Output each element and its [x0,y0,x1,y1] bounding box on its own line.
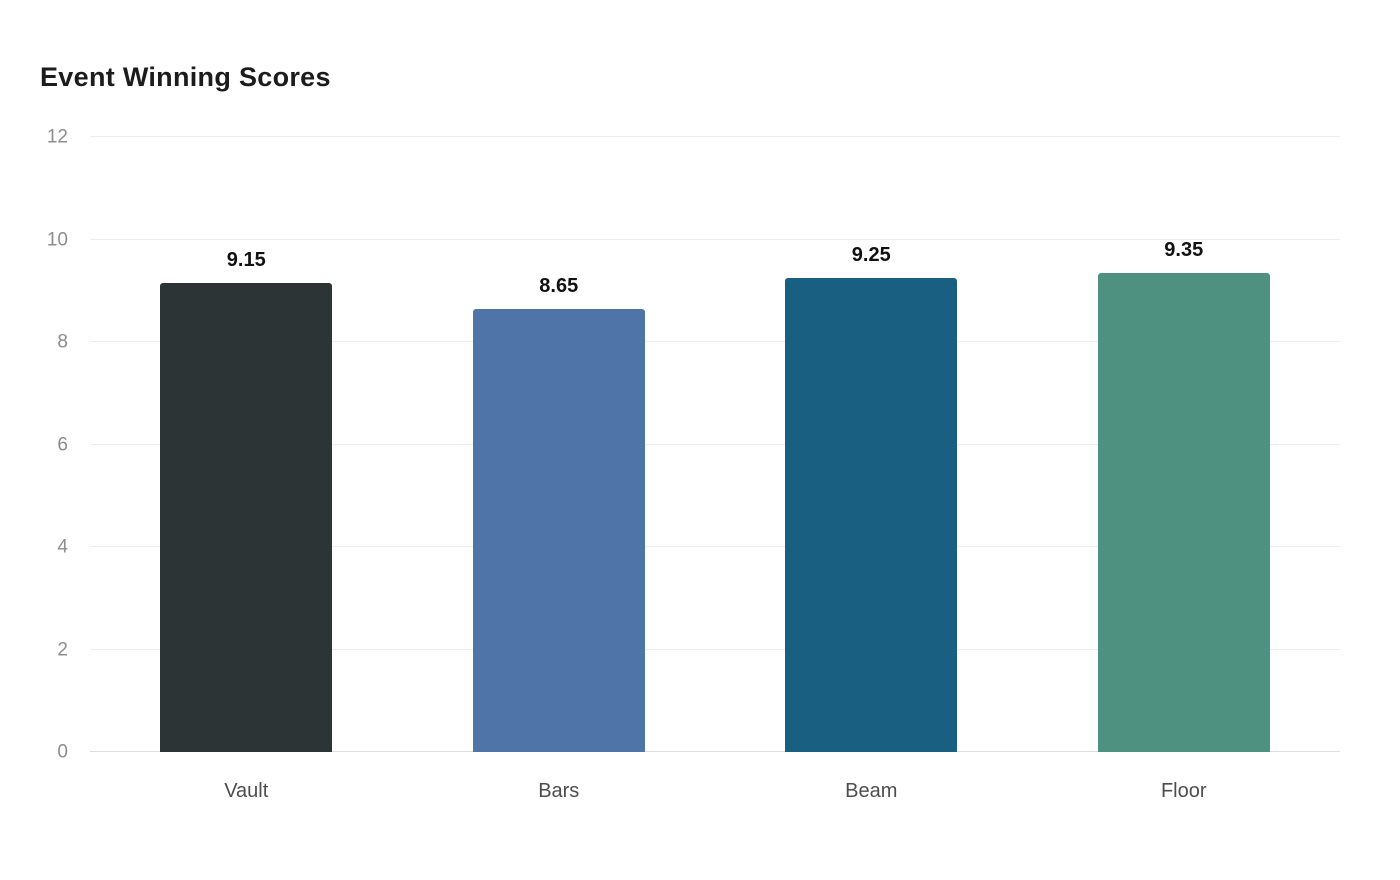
gridline-y-2 [90,648,1340,650]
y-tick-label-6: 6 [57,434,68,455]
bar-value-label-floor: 9.35 [1164,238,1204,261]
bar-value-label-bars: 8.65 [539,274,579,297]
y-tick-label-0: 0 [57,741,68,763]
y-axis: 0 2 4 6 8 10 12 [0,128,80,762]
y-tick-label-2: 2 [57,639,68,660]
gridline-y-4 [90,546,1340,547]
bar-slot-beam: 9.25 [715,137,1028,752]
gridline-y-8 [90,341,1340,342]
gridline-y-0 [90,751,1340,752]
y-tick-label-12: 12 [46,126,68,148]
bar-floor: 9.35 [1097,239,1270,752]
y-tick-label-4: 4 [57,536,68,558]
bar-bars: 8.65 [472,275,645,752]
x-category-label-beam: Beam [845,780,898,802]
bars-row: 9.15 8.65 9.25 9.35 [90,137,1340,752]
x-category-label-vault: Vault [224,780,269,802]
chart-title: Event Winning Scores [40,62,331,92]
gridline-y-6 [90,443,1340,445]
bar-slot-vault: 9.15 [90,137,403,752]
x-category-label-floor: Floor [1160,780,1207,802]
bar-value-label-beam: 9.25 [851,243,891,266]
bar-vault: 9.15 [160,249,333,752]
y-tick-label-10: 10 [46,229,68,250]
bar-slot-floor: 9.35 [1028,137,1341,752]
plot-area: 9.15 8.65 9.25 9.35 [90,136,1340,752]
bar-slot-bars: 8.65 [403,137,716,752]
bar-value-label-vault: 9.15 [226,249,266,272]
x-axis: Vault Bars Beam Floor [90,780,1340,803]
gridline-y-10 [90,238,1340,240]
y-tick-label-8: 8 [57,331,68,353]
bar-beam: 9.25 [785,244,958,752]
gridline-y-12 [90,136,1340,137]
x-category-label-bars: Bars [538,780,580,802]
